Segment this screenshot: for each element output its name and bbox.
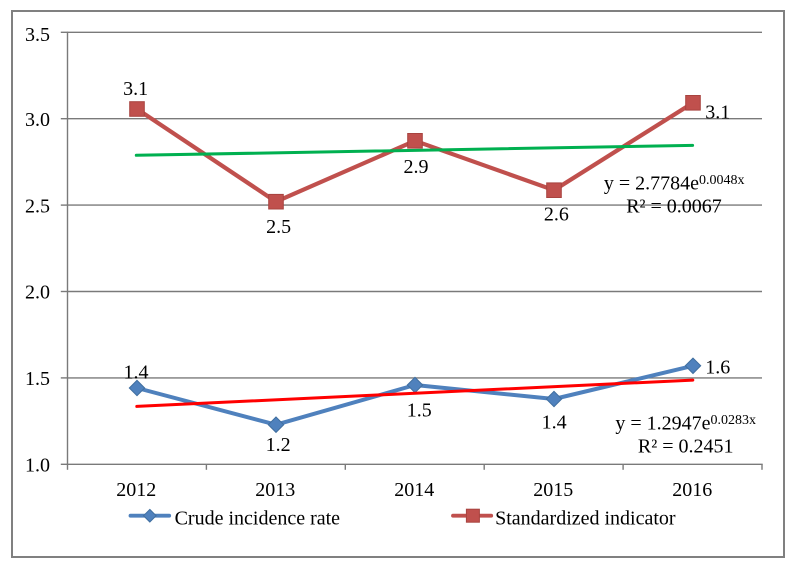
svg-text:1.6: 1.6 xyxy=(705,357,730,379)
svg-text:2015: 2015 xyxy=(533,479,573,501)
svg-text:1.5: 1.5 xyxy=(407,399,432,421)
svg-text:2.5: 2.5 xyxy=(25,195,50,217)
svg-text:1.2: 1.2 xyxy=(266,434,291,456)
svg-text:2.6: 2.6 xyxy=(544,204,569,226)
svg-text:1.0: 1.0 xyxy=(25,455,50,477)
svg-text:3.5: 3.5 xyxy=(25,24,50,46)
svg-text:2014: 2014 xyxy=(394,479,434,501)
svg-text:2.9: 2.9 xyxy=(404,156,429,178)
svg-text:Crude incidence rate: Crude incidence rate xyxy=(175,508,341,530)
svg-text:3.1: 3.1 xyxy=(705,102,730,124)
svg-text:R² = 0.0067: R² = 0.0067 xyxy=(626,195,722,217)
svg-text:3.0: 3.0 xyxy=(25,109,50,131)
svg-text:R² = 0.2451: R² = 0.2451 xyxy=(638,435,734,457)
svg-text:2.5: 2.5 xyxy=(266,216,291,238)
svg-text:1.4: 1.4 xyxy=(542,411,567,433)
svg-text:Standardized indicator: Standardized indicator xyxy=(495,508,676,530)
svg-text:1.4: 1.4 xyxy=(124,361,149,383)
svg-text:2013: 2013 xyxy=(255,479,295,501)
svg-text:2.0: 2.0 xyxy=(25,282,50,304)
svg-text:1.5: 1.5 xyxy=(25,368,50,390)
svg-text:3.1: 3.1 xyxy=(123,78,148,100)
svg-text:2012: 2012 xyxy=(116,479,156,501)
svg-text:2016: 2016 xyxy=(672,479,712,501)
